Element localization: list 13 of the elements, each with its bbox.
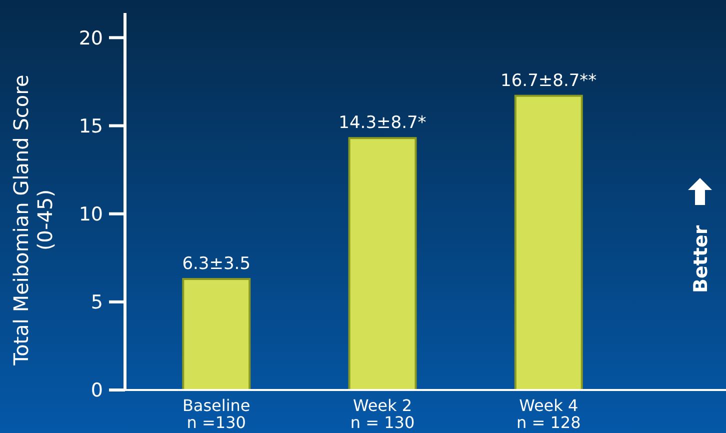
y-tick-label: 15 <box>78 115 103 138</box>
y-tick-label: 20 <box>78 27 103 50</box>
y-tick-label: 10 <box>78 203 103 226</box>
y-axis-title: Total Meibomian Gland Score (0-45) <box>9 74 57 366</box>
y-tick-label: 0 <box>90 380 103 402</box>
annotation: Better <box>690 224 712 293</box>
x-tick-label: Baseline n =130 <box>182 396 250 432</box>
data-label: 16.7±8.7** <box>500 70 597 91</box>
data-label: 14.3±8.7* <box>338 113 426 134</box>
x-tick-label: Week 4 n = 128 <box>516 396 581 432</box>
data-label: 6.3±3.5 <box>182 254 251 274</box>
x-tick-label: Week 2 n = 130 <box>350 396 415 432</box>
y-tick-label: 5 <box>90 292 103 314</box>
